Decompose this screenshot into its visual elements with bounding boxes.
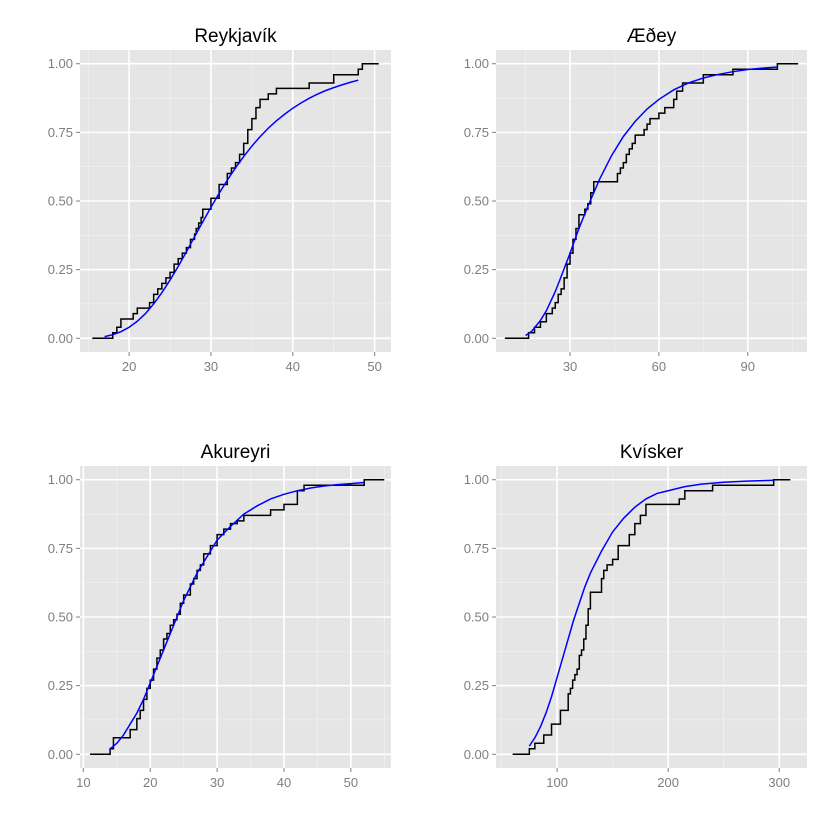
x-tick-label: 40 xyxy=(286,359,300,374)
x-tick-label: 30 xyxy=(563,359,577,374)
y-tick-label: 0.50 xyxy=(48,194,73,209)
fitted-cdf-curve xyxy=(528,479,774,747)
y-tick-label: 0.00 xyxy=(464,331,489,346)
x-tick-label: 20 xyxy=(143,775,157,790)
x-tick-label: 100 xyxy=(546,775,568,790)
y-tick-label: 0.00 xyxy=(464,747,489,762)
y-tick-label: 0.75 xyxy=(464,125,489,140)
y-tick-label: 0.75 xyxy=(48,541,73,556)
fitted-cdf-curve xyxy=(525,66,778,337)
y-tick-label: 0.50 xyxy=(464,194,489,209)
x-tick-label: 50 xyxy=(367,359,381,374)
ecdf-step-line xyxy=(90,478,385,756)
panel-4: 100 200 300 0.00 0.25 0.50 0.75 1.00 Kvísker xyxy=(464,442,807,790)
y-tick-label: 1.00 xyxy=(464,472,489,487)
y-tick-label: 0.75 xyxy=(48,125,73,140)
y-tick-label: 0.25 xyxy=(464,678,489,693)
x-tick-label: 30 xyxy=(204,359,218,374)
panel-1: 20 30 40 50 0.00 0.25 0.50 0.75 1.00 Reykjavík xyxy=(48,26,391,374)
y-tick-label: 0.75 xyxy=(464,541,489,556)
y-tick-label: 1.00 xyxy=(48,56,73,71)
x-tick-label: 20 xyxy=(122,359,136,374)
ecdf-step-line xyxy=(92,62,379,340)
plot-area xyxy=(504,62,799,340)
y-tick-label: 0.00 xyxy=(48,331,73,346)
y-tick-label: 0.25 xyxy=(464,262,489,277)
panel-title: Reykjavík xyxy=(194,26,277,47)
x-tick-label: 200 xyxy=(657,775,679,790)
panel-2: 30 60 90 0.00 0.25 0.50 0.75 1.00 Æðey xyxy=(464,26,807,374)
plot-area xyxy=(512,478,791,756)
fitted-cdf-curve xyxy=(109,481,365,750)
x-tick-label: 40 xyxy=(277,775,291,790)
x-tick-label: 90 xyxy=(741,359,755,374)
y-tick-label: 1.00 xyxy=(464,56,489,71)
ecdf-step-line xyxy=(512,478,791,756)
y-tick-label: 0.50 xyxy=(464,610,489,625)
x-tick-label: 300 xyxy=(768,775,790,790)
x-tick-label: 30 xyxy=(210,775,224,790)
y-tick-label: 0.00 xyxy=(48,747,73,762)
panel-title: Akureyri xyxy=(201,442,271,463)
ecdf-step-line xyxy=(504,62,799,340)
y-tick-label: 0.50 xyxy=(48,610,73,625)
y-tick-label: 0.25 xyxy=(48,678,73,693)
y-tick-label: 1.00 xyxy=(48,472,73,487)
plot-area xyxy=(90,478,385,756)
panel-3: 10 20 30 40 50 0.00 0.25 0.50 0.75 1.00 Akureyri xyxy=(48,442,391,790)
panel-title: Æðey xyxy=(627,26,677,47)
plot-area xyxy=(92,62,379,340)
panel-title: Kvísker xyxy=(620,442,684,463)
panels-group: 20 30 40 50 0.00 0.25 0.50 0.75 1.00 Reykjavík 30 6… xyxy=(48,26,807,790)
x-tick-label: 60 xyxy=(652,359,666,374)
x-tick-label: 50 xyxy=(344,775,358,790)
x-tick-label: 10 xyxy=(76,775,90,790)
y-tick-label: 0.25 xyxy=(48,262,73,277)
fitted-cdf-curve xyxy=(104,79,359,338)
